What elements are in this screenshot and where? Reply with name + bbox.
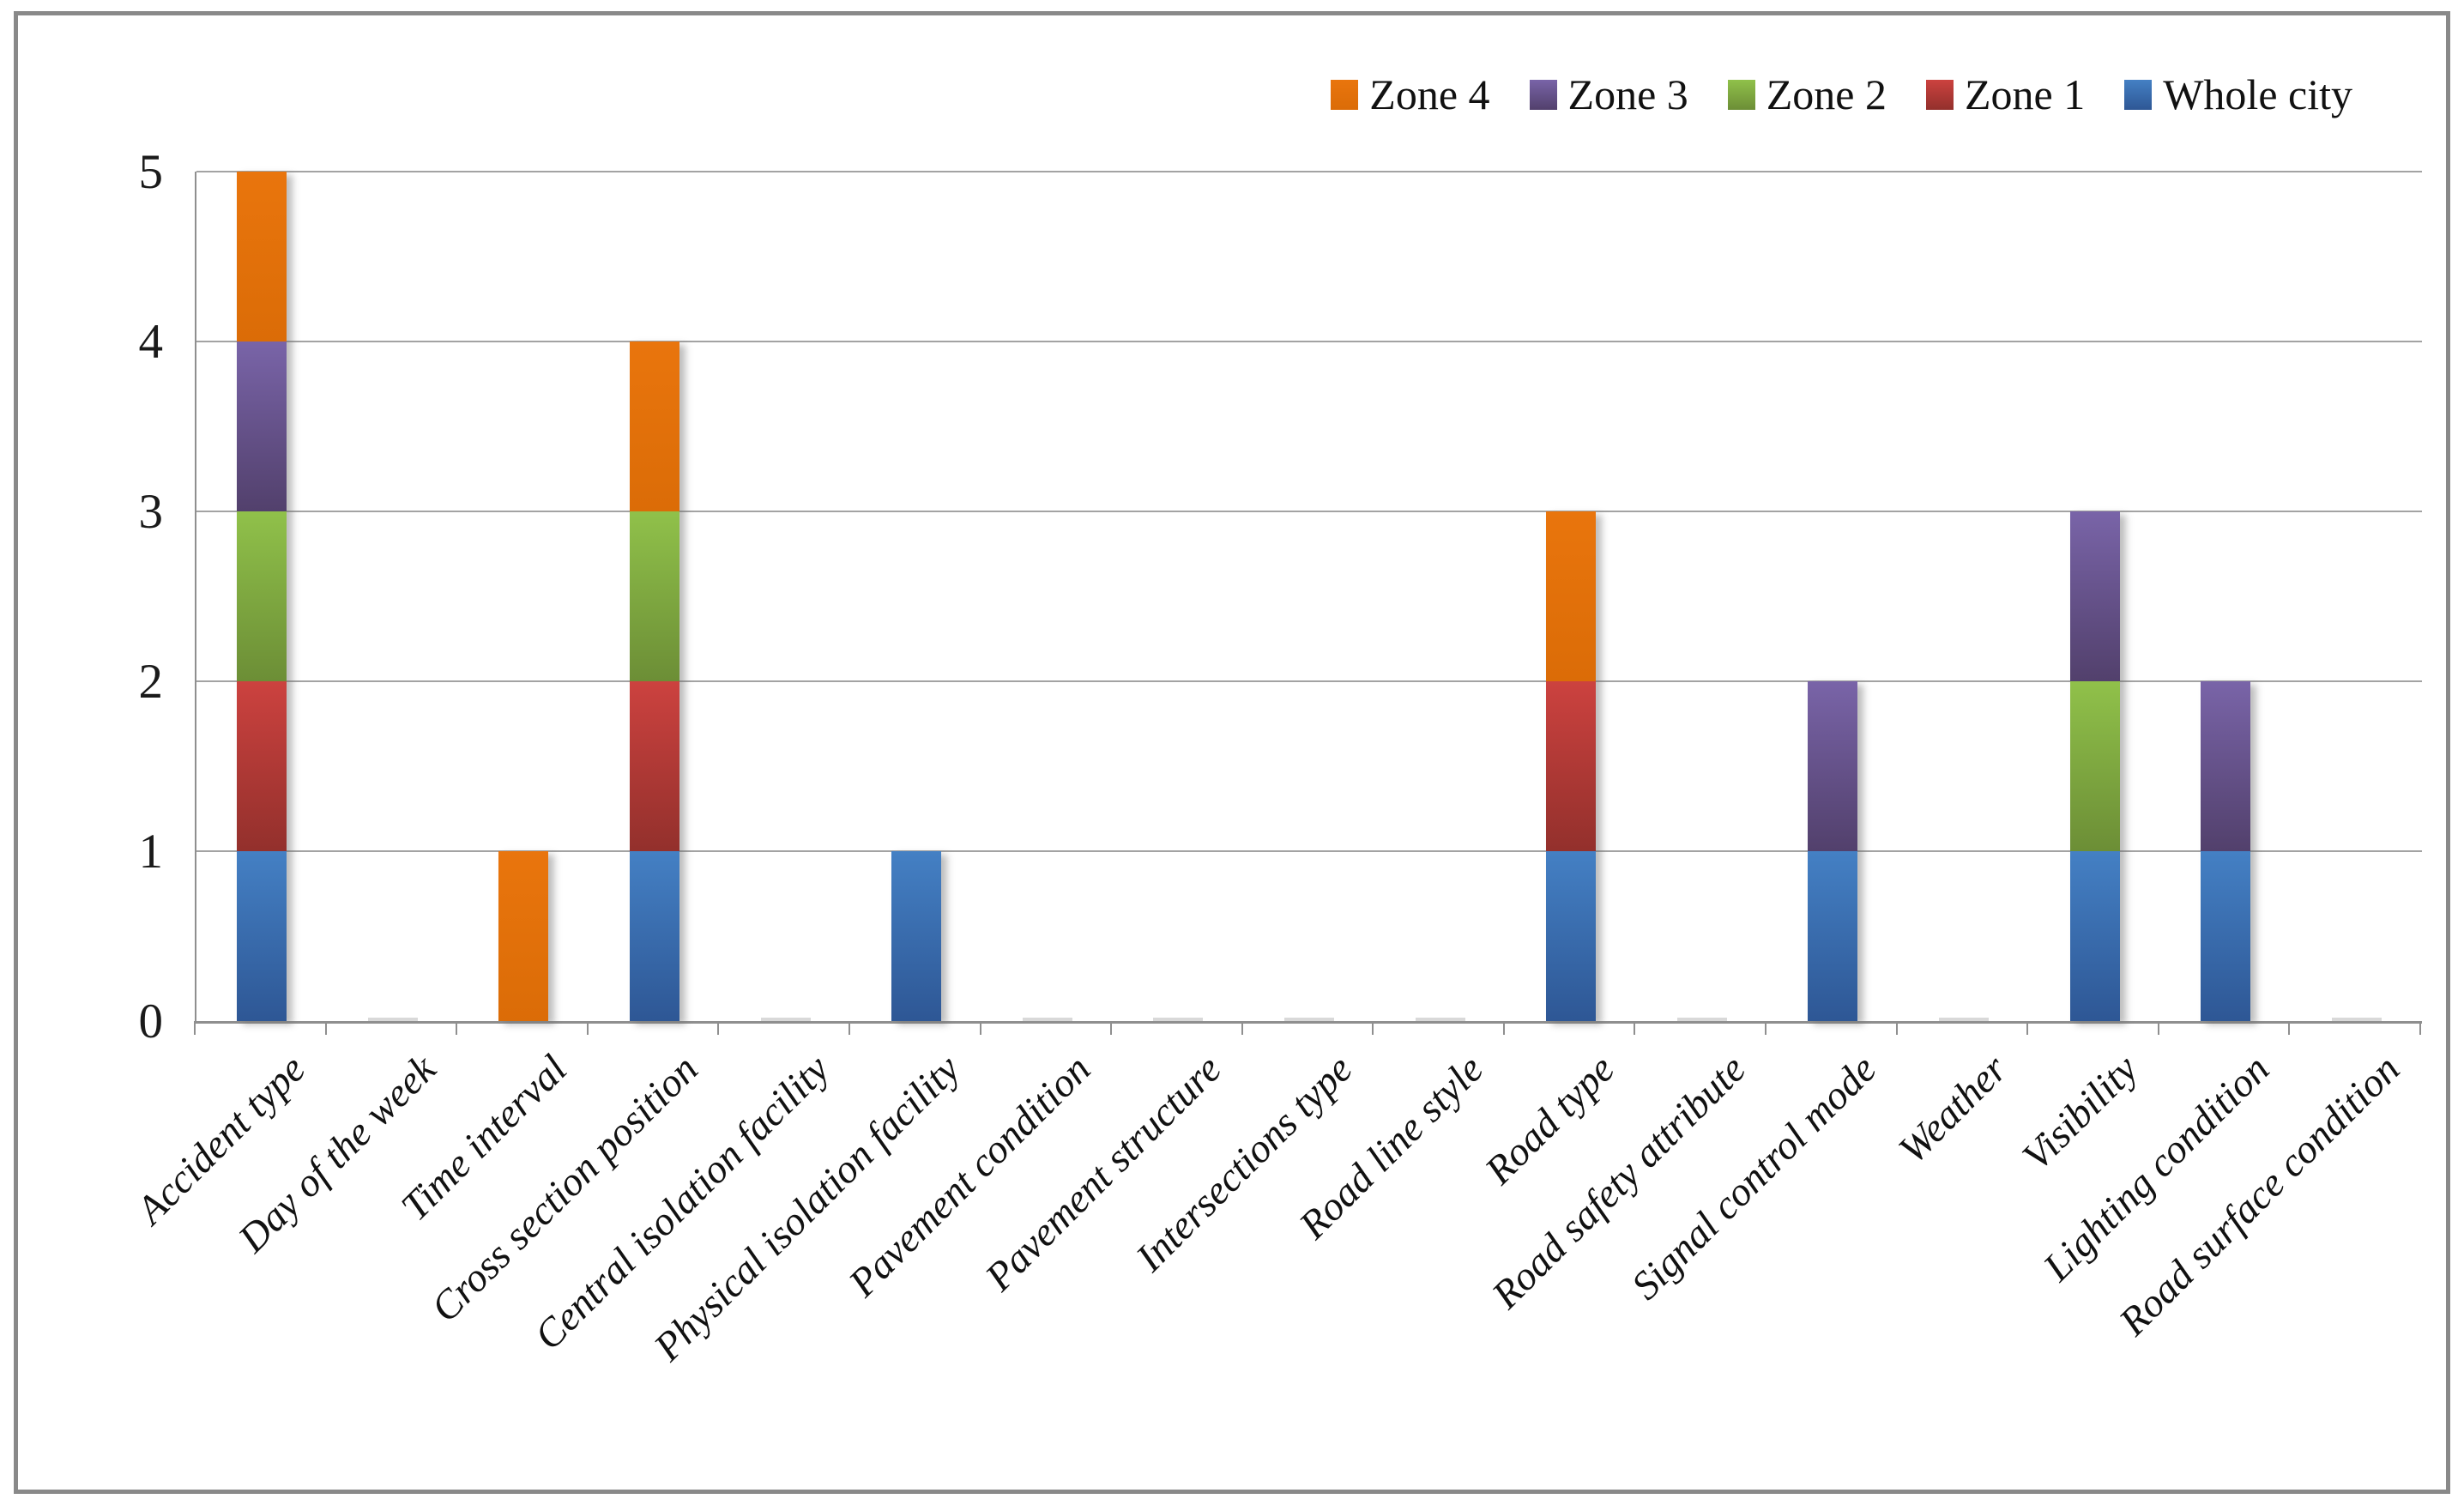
x-tick-mark bbox=[1765, 1021, 1767, 1035]
bar-segment-zone-2 bbox=[2069, 681, 2120, 851]
bar-segment-zone-1 bbox=[237, 681, 287, 851]
plot-area bbox=[195, 171, 2422, 1024]
bar-segment-zone-3 bbox=[2069, 511, 2120, 681]
bar-segment-whole-city bbox=[891, 851, 942, 1021]
bar-segment-zone-2 bbox=[630, 511, 680, 681]
x-tick-mark bbox=[2419, 1021, 2421, 1035]
legend-item-zone-1: Zone 1 bbox=[1926, 73, 2085, 116]
bar-stack-time-interval bbox=[498, 851, 549, 1021]
bar-stack-lighting-condition bbox=[2201, 681, 2251, 1021]
figure-frame bbox=[14, 11, 2450, 1494]
bar-segment-zone-4 bbox=[498, 851, 549, 1021]
x-tick-mark bbox=[456, 1021, 458, 1035]
bar-stack-accident-type bbox=[237, 172, 287, 1021]
y-tick-label-2: 2 bbox=[138, 655, 164, 709]
bar-stack-signal-control-mode bbox=[1808, 681, 1858, 1021]
x-tick-mark bbox=[194, 1021, 196, 1035]
bar-segment-whole-city bbox=[1808, 851, 1858, 1021]
bar-segment-whole-city bbox=[1546, 851, 1597, 1021]
x-tick-mark bbox=[1502, 1021, 1505, 1035]
x-tick-mark bbox=[1241, 1021, 1243, 1035]
legend-item-zone-3: Zone 3 bbox=[1529, 70, 1688, 118]
bar-segment-zone-1 bbox=[1546, 681, 1597, 851]
legend-label: Zone 1 bbox=[1965, 70, 2086, 118]
x-tick-mark bbox=[586, 1021, 589, 1035]
bar-segment-zone-3 bbox=[237, 341, 287, 511]
x-tick-mark bbox=[848, 1021, 850, 1035]
bar-segment-zone-4 bbox=[630, 341, 680, 511]
legend-item-zone-4: Zone 4 bbox=[1331, 70, 1490, 118]
bar-segment-whole-city bbox=[630, 851, 680, 1021]
bar-segment-zone-4 bbox=[1546, 511, 1597, 681]
gridline-y-3 bbox=[196, 511, 2422, 512]
x-tick-mark bbox=[1110, 1021, 1113, 1035]
zero-value-bar-shadow bbox=[1676, 1018, 1727, 1021]
legend-swatch-zone-2 bbox=[1727, 79, 1755, 110]
zero-value-bar-shadow bbox=[2331, 1018, 2382, 1021]
y-tick-label-0: 0 bbox=[138, 994, 164, 1049]
zero-value-bar-shadow bbox=[760, 1018, 811, 1021]
bar-segment-whole-city bbox=[237, 851, 287, 1021]
bar-segment-whole-city bbox=[2069, 851, 2120, 1021]
chart-legend: Zone 4 Zone 3 Zone 2 Zone 1 Whole city bbox=[1331, 67, 2352, 122]
gridline-y-2 bbox=[196, 680, 2422, 682]
zero-value-bar-shadow bbox=[1022, 1018, 1072, 1021]
zero-value-bar-shadow bbox=[367, 1018, 418, 1021]
legend-swatch-zone-1 bbox=[1926, 79, 1954, 110]
legend-label: Whole city bbox=[2163, 70, 2352, 118]
gridline-y-4 bbox=[196, 341, 2422, 342]
x-tick-mark bbox=[1372, 1021, 1374, 1035]
bar-stack-road-type bbox=[1546, 511, 1597, 1021]
x-tick-mark bbox=[2157, 1021, 2159, 1035]
zero-value-bar-shadow bbox=[1284, 1018, 1334, 1021]
bar-stack-visibility bbox=[2069, 511, 2120, 1021]
bar-segment-zone-3 bbox=[1808, 681, 1858, 851]
y-tick-label-5: 5 bbox=[138, 145, 164, 199]
x-tick-mark bbox=[1634, 1021, 1636, 1035]
bar-segment-whole-city bbox=[2201, 851, 2251, 1021]
bar-stack-physical-isolation-facility bbox=[891, 851, 942, 1021]
x-tick-mark bbox=[324, 1021, 327, 1035]
legend-swatch-zone-4 bbox=[1331, 79, 1359, 110]
zero-value-bar-shadow bbox=[1938, 1018, 1989, 1021]
y-tick-label-1: 1 bbox=[138, 825, 164, 879]
x-tick-mark bbox=[979, 1021, 981, 1035]
y-tick-label-3: 3 bbox=[138, 485, 164, 539]
gridline-y-1 bbox=[196, 850, 2422, 852]
bar-stack-cross-section-position bbox=[630, 341, 680, 1021]
zero-value-bar-shadow bbox=[1415, 1018, 1465, 1021]
x-tick-mark bbox=[1895, 1021, 1898, 1035]
legend-label: Zone 2 bbox=[1766, 70, 1887, 118]
y-tick-label-4: 4 bbox=[138, 315, 164, 369]
bar-segment-zone-3 bbox=[2201, 681, 2251, 851]
legend-swatch-zone-3 bbox=[1529, 79, 1557, 110]
zero-value-bar-shadow bbox=[1153, 1018, 1204, 1021]
legend-item-zone-2: Zone 2 bbox=[1727, 70, 1887, 118]
legend-item-whole-city: Whole city bbox=[2124, 73, 2352, 116]
x-tick-mark bbox=[2288, 1021, 2291, 1035]
legend-label: Zone 4 bbox=[1369, 70, 1490, 118]
legend-swatch-whole-city bbox=[2124, 79, 2153, 110]
legend-label: Zone 3 bbox=[1567, 70, 1688, 118]
gridline-y-5 bbox=[196, 171, 2422, 172]
bar-segment-zone-1 bbox=[630, 681, 680, 851]
bar-segment-zone-4 bbox=[237, 172, 287, 341]
x-tick-mark bbox=[2026, 1021, 2029, 1035]
bar-segment-zone-2 bbox=[237, 511, 287, 681]
x-tick-mark bbox=[717, 1021, 720, 1035]
